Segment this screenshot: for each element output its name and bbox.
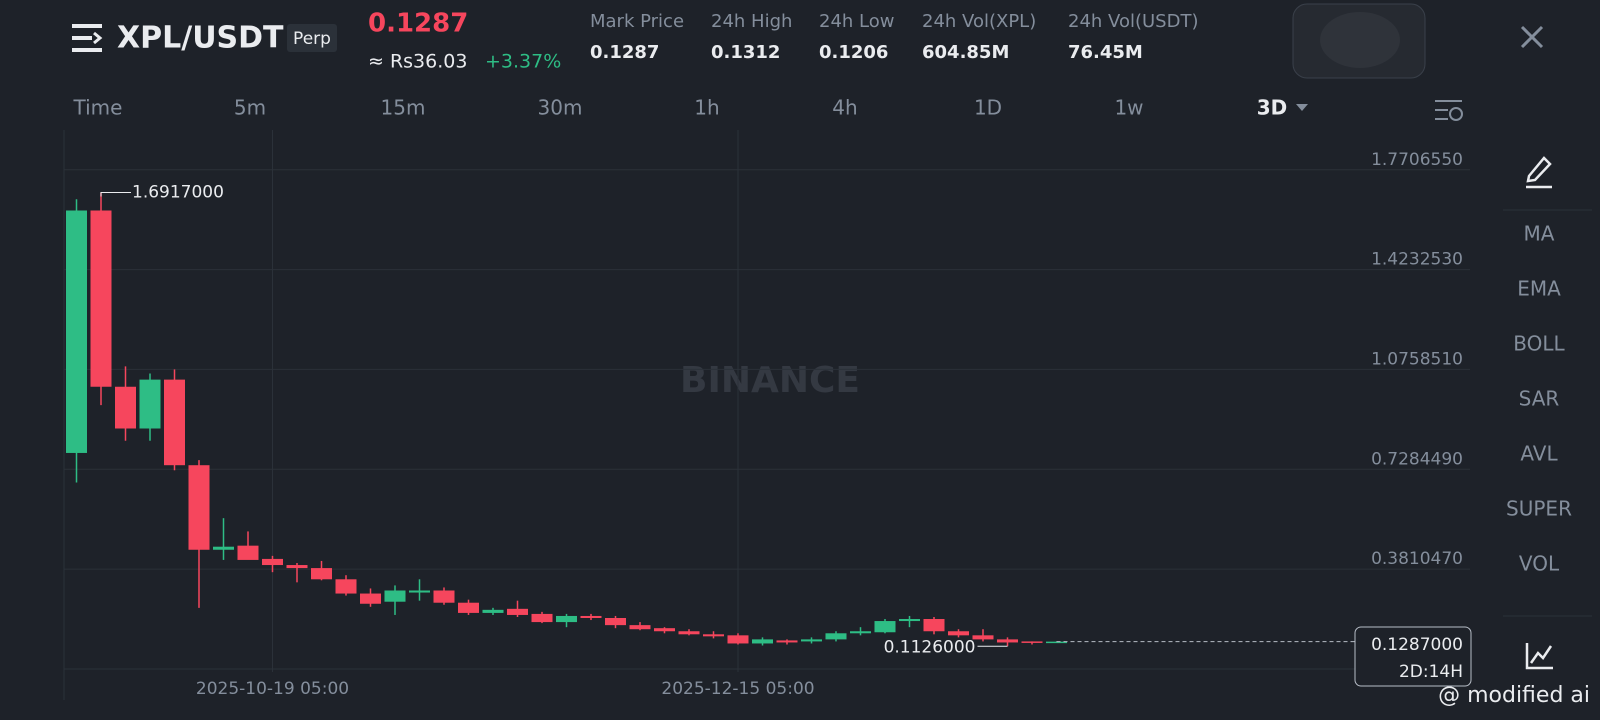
close-button[interactable] xyxy=(1520,25,1544,49)
stat-value: 0.1206 xyxy=(819,42,888,63)
min-marker-label: 0.1126000 xyxy=(884,637,976,657)
x-tick-label: 2025-12-15 05:00 xyxy=(661,679,814,699)
y-tick-label: 0.7284490 xyxy=(1371,449,1463,469)
candle-body xyxy=(703,634,724,637)
candle-body xyxy=(384,590,406,602)
indicator[interactable]: AVL xyxy=(1520,442,1558,466)
timeframe[interactable]: 1w xyxy=(1114,96,1143,120)
candle-body xyxy=(458,602,479,613)
candle-body xyxy=(605,618,626,626)
timeframe[interactable]: 4h xyxy=(832,96,857,120)
stat-label: 24h Vol(XPL) xyxy=(922,11,1036,32)
candle-body xyxy=(850,631,871,634)
candle-body xyxy=(409,590,430,593)
stat-label: 24h High xyxy=(711,11,792,32)
indicator[interactable]: MA xyxy=(1524,222,1555,246)
candle-body xyxy=(801,639,822,642)
candle-body xyxy=(335,579,357,594)
candle-body xyxy=(311,568,332,580)
candle-body xyxy=(629,625,651,630)
candle-body xyxy=(286,565,308,569)
timeframe[interactable]: 3D xyxy=(1257,96,1288,120)
candle-body xyxy=(727,635,749,644)
indicator[interactable]: EMA xyxy=(1517,277,1561,301)
indicator[interactable]: VOL xyxy=(1519,552,1560,576)
contract: Perp xyxy=(293,29,331,49)
candle-body xyxy=(654,628,675,632)
candle-body xyxy=(899,619,920,622)
timeframe[interactable]: 1D xyxy=(974,96,1002,120)
candle-body xyxy=(580,615,602,619)
settings-icon[interactable] xyxy=(1435,100,1463,121)
timeframe[interactable]: Time xyxy=(73,96,123,120)
candle-body xyxy=(188,465,210,550)
footer: @ modified ai xyxy=(1438,683,1590,708)
chart-type[interactable] xyxy=(1525,643,1553,670)
candle-body xyxy=(923,619,945,632)
candle-body xyxy=(825,633,847,640)
candle-body xyxy=(972,635,994,640)
indicator[interactable]: SAR xyxy=(1519,387,1560,411)
indicator[interactable]: BOLL xyxy=(1513,332,1565,356)
candle-body xyxy=(531,613,553,623)
candle-body xyxy=(507,608,528,615)
indicator[interactable]: SUPER xyxy=(1506,497,1572,521)
stat-value: 76.45M xyxy=(1068,42,1143,63)
candle-body xyxy=(90,210,112,387)
stat-value: 0.1312 xyxy=(711,42,780,63)
y-tick-label: 1.7706550 xyxy=(1371,150,1463,170)
timeframe[interactable]: 15m xyxy=(381,96,426,120)
candle-body xyxy=(678,631,700,635)
candle-body xyxy=(1021,641,1043,643)
candle-body xyxy=(776,640,798,643)
stat-label: 24h Vol(USDT) xyxy=(1068,11,1198,32)
candle-body xyxy=(433,590,455,603)
candle-body xyxy=(482,609,504,613)
candle-body xyxy=(262,558,283,566)
candle-body xyxy=(874,621,896,633)
last-price-box xyxy=(1354,626,1472,687)
x-tick-label: 2025-10-19 05:00 xyxy=(196,679,349,699)
y-tick-label: 0.3810470 xyxy=(1371,549,1463,569)
candle-body xyxy=(66,210,87,453)
change: +3.37% xyxy=(485,51,561,73)
timeframe[interactable]: 30m xyxy=(538,96,583,120)
candle-body xyxy=(164,379,185,466)
candle-body xyxy=(752,639,773,644)
dropdown-caret[interactable] xyxy=(1296,104,1308,111)
candle-body xyxy=(360,593,381,604)
candle-body xyxy=(1046,641,1067,644)
last-price-label: 0.1287000 xyxy=(1371,635,1463,655)
candle-body xyxy=(139,379,161,429)
candle-body xyxy=(556,615,577,623)
local-price: ≈ Rs36.03 xyxy=(368,51,467,73)
pair[interactable]: XPL/USDT xyxy=(117,21,284,56)
stat-value: 0.1287 xyxy=(590,42,659,63)
countdown: 2D:14H xyxy=(1399,662,1463,682)
stat-label: 24h Low xyxy=(819,11,894,32)
max-marker-label: 1.6917000 xyxy=(132,182,224,202)
candle-body xyxy=(213,546,234,550)
last-price: 0.1287 xyxy=(368,9,468,39)
stat-value: 604.85M xyxy=(922,42,1009,63)
timeframe[interactable]: 1h xyxy=(694,96,719,120)
menu-icon[interactable] xyxy=(72,24,103,52)
candle-body xyxy=(997,639,1018,643)
blurred-avatar xyxy=(1320,12,1400,68)
max-marker-line xyxy=(100,191,131,197)
candle-body xyxy=(948,631,969,636)
y-tick-label: 1.0758510 xyxy=(1371,349,1463,369)
candle-body xyxy=(237,545,259,560)
draw-tool[interactable] xyxy=(1526,156,1552,189)
timeframe[interactable]: 5m xyxy=(234,96,266,120)
watermark: BINANCE xyxy=(680,360,860,401)
stat-label: Mark Price xyxy=(590,11,684,32)
y-tick-label: 1.4232530 xyxy=(1371,250,1463,270)
candle-body xyxy=(115,386,136,429)
contract-badge xyxy=(287,24,337,52)
